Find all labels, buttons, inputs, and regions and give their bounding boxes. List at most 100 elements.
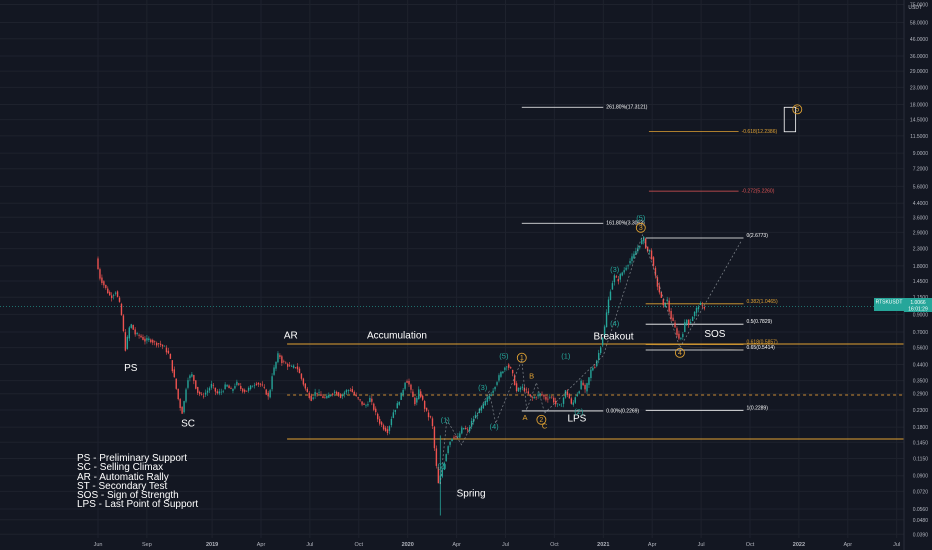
candle-body: [357, 397, 359, 399]
candle-body: [588, 377, 590, 385]
candle-body: [249, 385, 252, 389]
candle-body: [132, 324, 134, 330]
candle-body: [349, 389, 352, 391]
candle-body: [337, 392, 340, 396]
candle-body: [404, 382, 406, 389]
candle-body: [283, 361, 285, 363]
candle-body: [292, 365, 295, 368]
y-tick-label: 14.5000: [910, 118, 928, 124]
candle-body: [142, 337, 144, 340]
y-tick-label: 4.4000: [913, 201, 929, 207]
candle-body: [619, 274, 621, 280]
circled-wave-label: 1: [520, 355, 524, 362]
candle-body: [99, 269, 101, 279]
wave-label: A: [523, 413, 528, 422]
candle-body: [480, 407, 483, 411]
fib-extension-label: 161.80%(3.3063): [606, 221, 645, 227]
candle-body: [245, 390, 248, 392]
annotation-spring: Spring: [457, 488, 486, 499]
candle-body: [652, 257, 655, 266]
candle-body: [120, 303, 123, 316]
candle-body: [294, 367, 297, 368]
candle-body: [641, 240, 643, 244]
fib-extension-label: 261.80%(17.3121): [606, 105, 647, 111]
candle-body: [122, 315, 125, 332]
candle-body: [490, 394, 492, 396]
candle-body: [200, 393, 203, 395]
circled-wave-marker: [516, 352, 527, 363]
candle-body: [421, 395, 424, 400]
candle-body: [296, 366, 299, 370]
candle-body: [148, 338, 150, 341]
fib-retracement-label: 0.382(1.0465): [746, 299, 777, 305]
candle-body: [519, 387, 522, 390]
circled-wave-marker: [792, 104, 803, 115]
candle-body: [427, 412, 430, 418]
y-tick-label: 0.0390: [913, 532, 929, 538]
candle-body: [228, 385, 230, 389]
candle-body: [590, 369, 592, 379]
candle-body: [244, 389, 246, 392]
legend-item-sc: SC - Selling Climax: [77, 462, 164, 474]
candle-body: [335, 391, 338, 395]
candle-body: [373, 403, 375, 410]
candle-body: [664, 302, 666, 308]
candle-body: [515, 383, 518, 392]
y-tick-label: 1.4500: [913, 279, 929, 285]
candle-body: [556, 403, 559, 405]
annotation-accumulation: Accumulation: [367, 330, 427, 341]
candle-body: [242, 388, 244, 392]
candle-body: [558, 404, 561, 406]
candle-body: [418, 389, 420, 400]
candle-body: [157, 343, 160, 344]
candle-body: [555, 400, 557, 405]
y-tick-label: 11.5000: [910, 134, 928, 140]
y-tick-label: 0.0480: [913, 518, 929, 524]
candle-body: [226, 384, 228, 387]
candle-body: [263, 386, 265, 388]
y-tick-label: 58.0000: [910, 21, 928, 27]
annotation-lps: LPS: [567, 414, 586, 425]
candle-body: [193, 375, 195, 381]
candle-body: [574, 397, 576, 403]
fib-projection-label: -0.618(12.2386): [742, 129, 778, 135]
candle-body: [603, 326, 606, 337]
y-tick-label: 0.1800: [913, 425, 929, 431]
x-tick-label: Sep: [142, 542, 152, 548]
candle-body: [433, 426, 436, 449]
candle-body: [570, 398, 573, 404]
candle-body: [623, 270, 625, 273]
candle-body: [412, 391, 414, 398]
candle-body: [510, 367, 512, 369]
wave-label: (2): [437, 461, 447, 470]
candle-body: [474, 414, 477, 419]
candle-body: [251, 386, 254, 388]
candle-body: [660, 292, 663, 298]
candle-body: [482, 403, 485, 409]
time-axis[interactable]: Jun Sep 2019 Apr Jul Oct 2020 Apr Jul Oct 2021 Apr J…: [94, 542, 901, 548]
fib-projection-label: -0.272(5.2260): [742, 189, 775, 195]
candle-body: [547, 398, 549, 400]
candle-body: [261, 384, 264, 386]
candle-body: [314, 392, 316, 396]
y-tick-label: 18.0000: [910, 103, 928, 109]
candle-body: [392, 412, 395, 418]
candle-body: [453, 437, 455, 438]
candle-body: [384, 427, 387, 432]
candle-body: [144, 338, 146, 342]
candle-body: [130, 324, 132, 328]
wave-label: (3): [610, 265, 620, 274]
candle-body: [155, 342, 158, 346]
legend-item-st: ST - Secondary Test: [77, 480, 168, 492]
y-tick-label: 0.2900: [913, 392, 929, 398]
candle-body: [236, 381, 238, 385]
candle-body: [175, 378, 177, 389]
candle-body: [163, 345, 166, 347]
y-tick-label: 1.8000: [913, 264, 929, 270]
candle-body: [154, 341, 156, 343]
candle-body: [447, 446, 449, 454]
candle-body: [431, 418, 434, 427]
wave-label: (4): [610, 319, 620, 328]
candle-body: [216, 391, 219, 394]
